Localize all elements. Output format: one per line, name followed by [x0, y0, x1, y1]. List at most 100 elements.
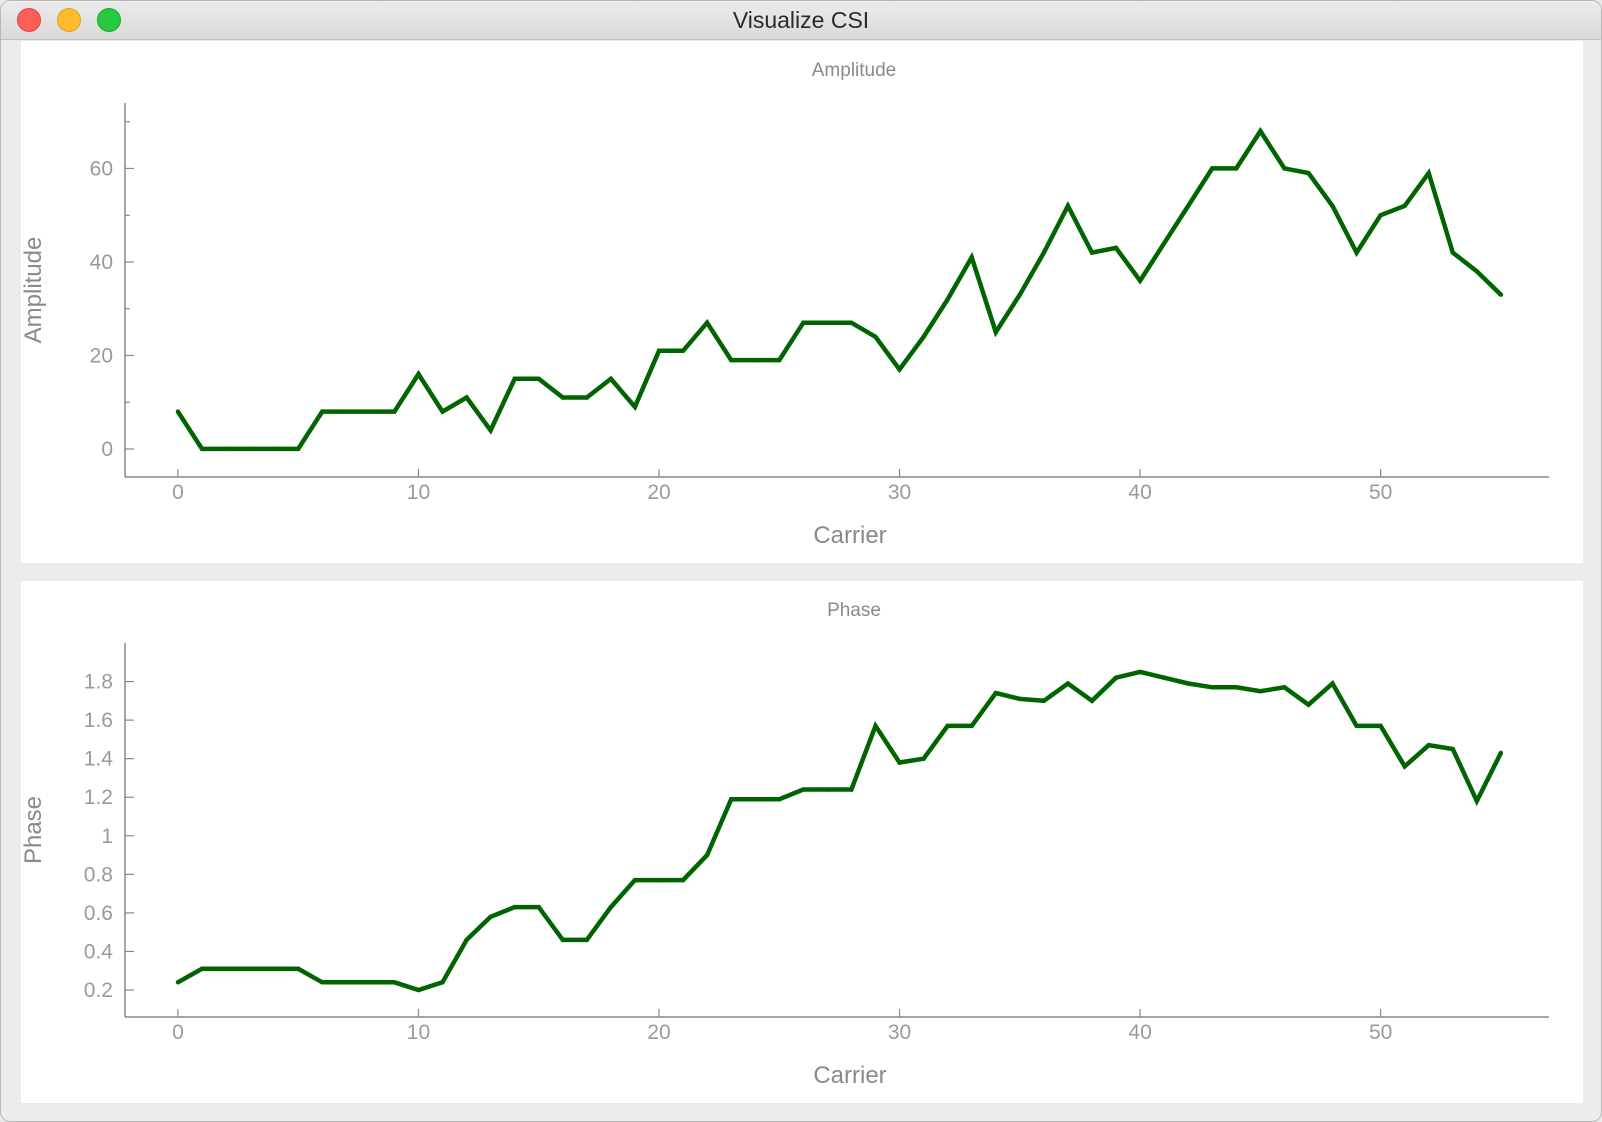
amplitude-data-point — [1089, 250, 1095, 255]
phase-y-tick-label: 0.4 — [84, 940, 114, 963]
zoom-window-button[interactable] — [97, 8, 121, 32]
phase-y-tick-label: 1 — [101, 825, 113, 848]
phase-data-point — [704, 852, 710, 858]
phase-data-point — [392, 980, 397, 985]
amplitude-series-line — [176, 126, 1503, 452]
amplitude-data-point — [536, 376, 541, 382]
phase-data-point — [849, 787, 854, 792]
phase-x-axis-label: Carrier — [813, 1062, 886, 1089]
phase-data-point — [680, 877, 686, 883]
title-bar[interactable]: Visualize CSI — [1, 1, 1601, 40]
phase-data-point — [1161, 675, 1167, 680]
phase-data-point — [368, 980, 373, 985]
amplitude-data-point — [1210, 166, 1215, 171]
amplitude-data-point — [680, 348, 686, 353]
amplitude-data-point — [801, 320, 806, 325]
amplitude-data-point — [1474, 269, 1480, 274]
phase-chart-panel: Phase Carrier Phase 0 10 20 30 40 50 0.2 0.4 0.6 0.8… — [21, 581, 1583, 1103]
amplitude-data-point — [1498, 292, 1504, 297]
amplitude-data-point — [175, 409, 181, 414]
amplitude-x-axis-label: Carrier — [813, 522, 886, 549]
amplitude-data-point — [1330, 203, 1335, 209]
phase-data-point — [1234, 685, 1239, 690]
amplitude-data-point — [728, 357, 734, 363]
phase-data-point — [1378, 723, 1383, 729]
amplitude-y-tick-label: 40 — [90, 251, 113, 274]
phase-data-point — [632, 877, 638, 883]
phase-x-tick-label: 30 — [888, 1021, 911, 1044]
amplitude-data-point — [560, 395, 565, 400]
phase-data-point — [560, 937, 565, 943]
phase-data-point — [1017, 696, 1023, 702]
phase-data-point — [1185, 681, 1191, 686]
amplitude-data-point — [1234, 166, 1239, 171]
amplitude-data-point — [1306, 170, 1311, 176]
amplitude-data-point — [223, 446, 229, 452]
phase-y-tick-label: 1.4 — [84, 748, 114, 771]
amplitude-x-tick-label: 50 — [1369, 481, 1392, 504]
phase-data-point — [753, 796, 758, 802]
amplitude-data-point — [320, 409, 325, 414]
amplitude-data-point — [1161, 241, 1167, 246]
amplitude-data-point — [392, 409, 397, 414]
amplitude-data-point — [512, 376, 517, 382]
phase-data-point — [1210, 685, 1215, 690]
phase-x-tick-label: 50 — [1369, 1021, 1392, 1044]
phase-data-point — [295, 966, 301, 972]
amplitude-data-point — [368, 409, 373, 414]
amplitude-data-point — [295, 446, 301, 452]
phase-data-point — [1330, 681, 1335, 686]
amplitude-data-point — [897, 367, 902, 372]
amplitude-data-point — [969, 255, 974, 260]
phase-data-point — [1474, 798, 1480, 804]
phase-data-point — [512, 904, 517, 910]
amplitude-x-tick-label: 30 — [888, 481, 911, 504]
phase-data-point — [1113, 675, 1119, 680]
phase-data-point — [199, 966, 205, 972]
phase-data-point — [921, 756, 926, 761]
minimize-window-button[interactable] — [57, 8, 81, 32]
amplitude-data-point — [1137, 278, 1143, 283]
phase-data-point — [825, 787, 830, 792]
amplitude-y-axis-label: Amplitude — [21, 237, 47, 344]
phase-data-point — [969, 723, 974, 729]
phase-data-point — [584, 937, 590, 943]
amplitude-chart-panel: Amplitude Carrier Amplitude 0 10 20 30 40 50 0 20 4… — [21, 41, 1583, 563]
amplitude-data-point — [271, 446, 277, 452]
amplitude-data-point — [825, 320, 830, 325]
phase-data-point — [1089, 698, 1095, 704]
window-title: Visualize CSI — [732, 7, 870, 33]
phase-data-point — [320, 980, 325, 985]
phase-data-point — [488, 914, 493, 919]
phase-data-point — [1065, 681, 1071, 686]
amplitude-data-point — [1185, 203, 1191, 209]
amplitude-data-point — [1017, 292, 1023, 297]
phase-data-point — [873, 723, 878, 729]
phase-data-point — [247, 966, 253, 972]
amplitude-data-point — [584, 395, 590, 400]
phase-data-point — [1041, 698, 1047, 704]
amplitude-data-point — [1065, 203, 1071, 209]
phase-data-point — [536, 904, 541, 910]
phase-data-point — [1402, 764, 1407, 769]
amplitude-data-point — [199, 446, 205, 452]
amplitude-data-point — [849, 320, 854, 325]
amplitude-chart-title: Amplitude — [812, 60, 897, 81]
amplitude-data-point — [704, 320, 710, 325]
phase-y-tick-label: 0.6 — [84, 902, 113, 925]
amplitude-data-point — [464, 395, 469, 400]
phase-data-point — [945, 723, 950, 729]
phase-y-tick-label: 1.8 — [84, 671, 113, 694]
phase-x-tick-label: 0 — [172, 1021, 184, 1044]
amplitude-data-point — [1402, 203, 1407, 209]
phase-y-tick-label: 0.8 — [84, 863, 113, 886]
phase-series-line — [176, 669, 1503, 993]
amplitude-data-point — [1426, 170, 1431, 176]
amplitude-data-point — [1282, 166, 1287, 171]
amplitude-data-point — [993, 329, 998, 335]
phase-data-point — [801, 787, 806, 792]
close-window-button[interactable] — [17, 8, 41, 32]
amplitude-data-point — [1113, 245, 1119, 251]
phase-data-point — [1306, 702, 1311, 707]
phase-data-point — [993, 690, 998, 696]
